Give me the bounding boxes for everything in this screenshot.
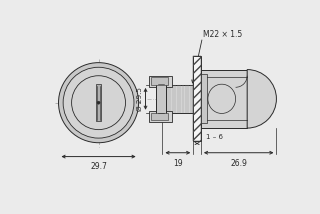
Text: Ø 29.5: Ø 29.5 (137, 87, 143, 111)
Text: 19: 19 (173, 159, 183, 168)
Wedge shape (247, 70, 276, 128)
Circle shape (97, 101, 100, 104)
Circle shape (72, 76, 125, 130)
Bar (193, 56, 201, 141)
Bar (151, 77, 168, 85)
Text: 1 – 6: 1 – 6 (206, 134, 223, 140)
Bar (148, 111, 172, 122)
Bar (148, 76, 172, 86)
Bar (201, 74, 207, 123)
Text: M22 × 1.5: M22 × 1.5 (203, 30, 242, 39)
Bar (163, 85, 193, 113)
Bar (96, 84, 101, 121)
Circle shape (59, 63, 139, 143)
Bar (151, 113, 168, 120)
Bar (156, 82, 165, 116)
Text: 29.7: 29.7 (90, 162, 107, 171)
Text: 26.9: 26.9 (230, 159, 247, 168)
Bar (193, 56, 201, 141)
Circle shape (63, 67, 134, 138)
Bar (201, 70, 247, 128)
